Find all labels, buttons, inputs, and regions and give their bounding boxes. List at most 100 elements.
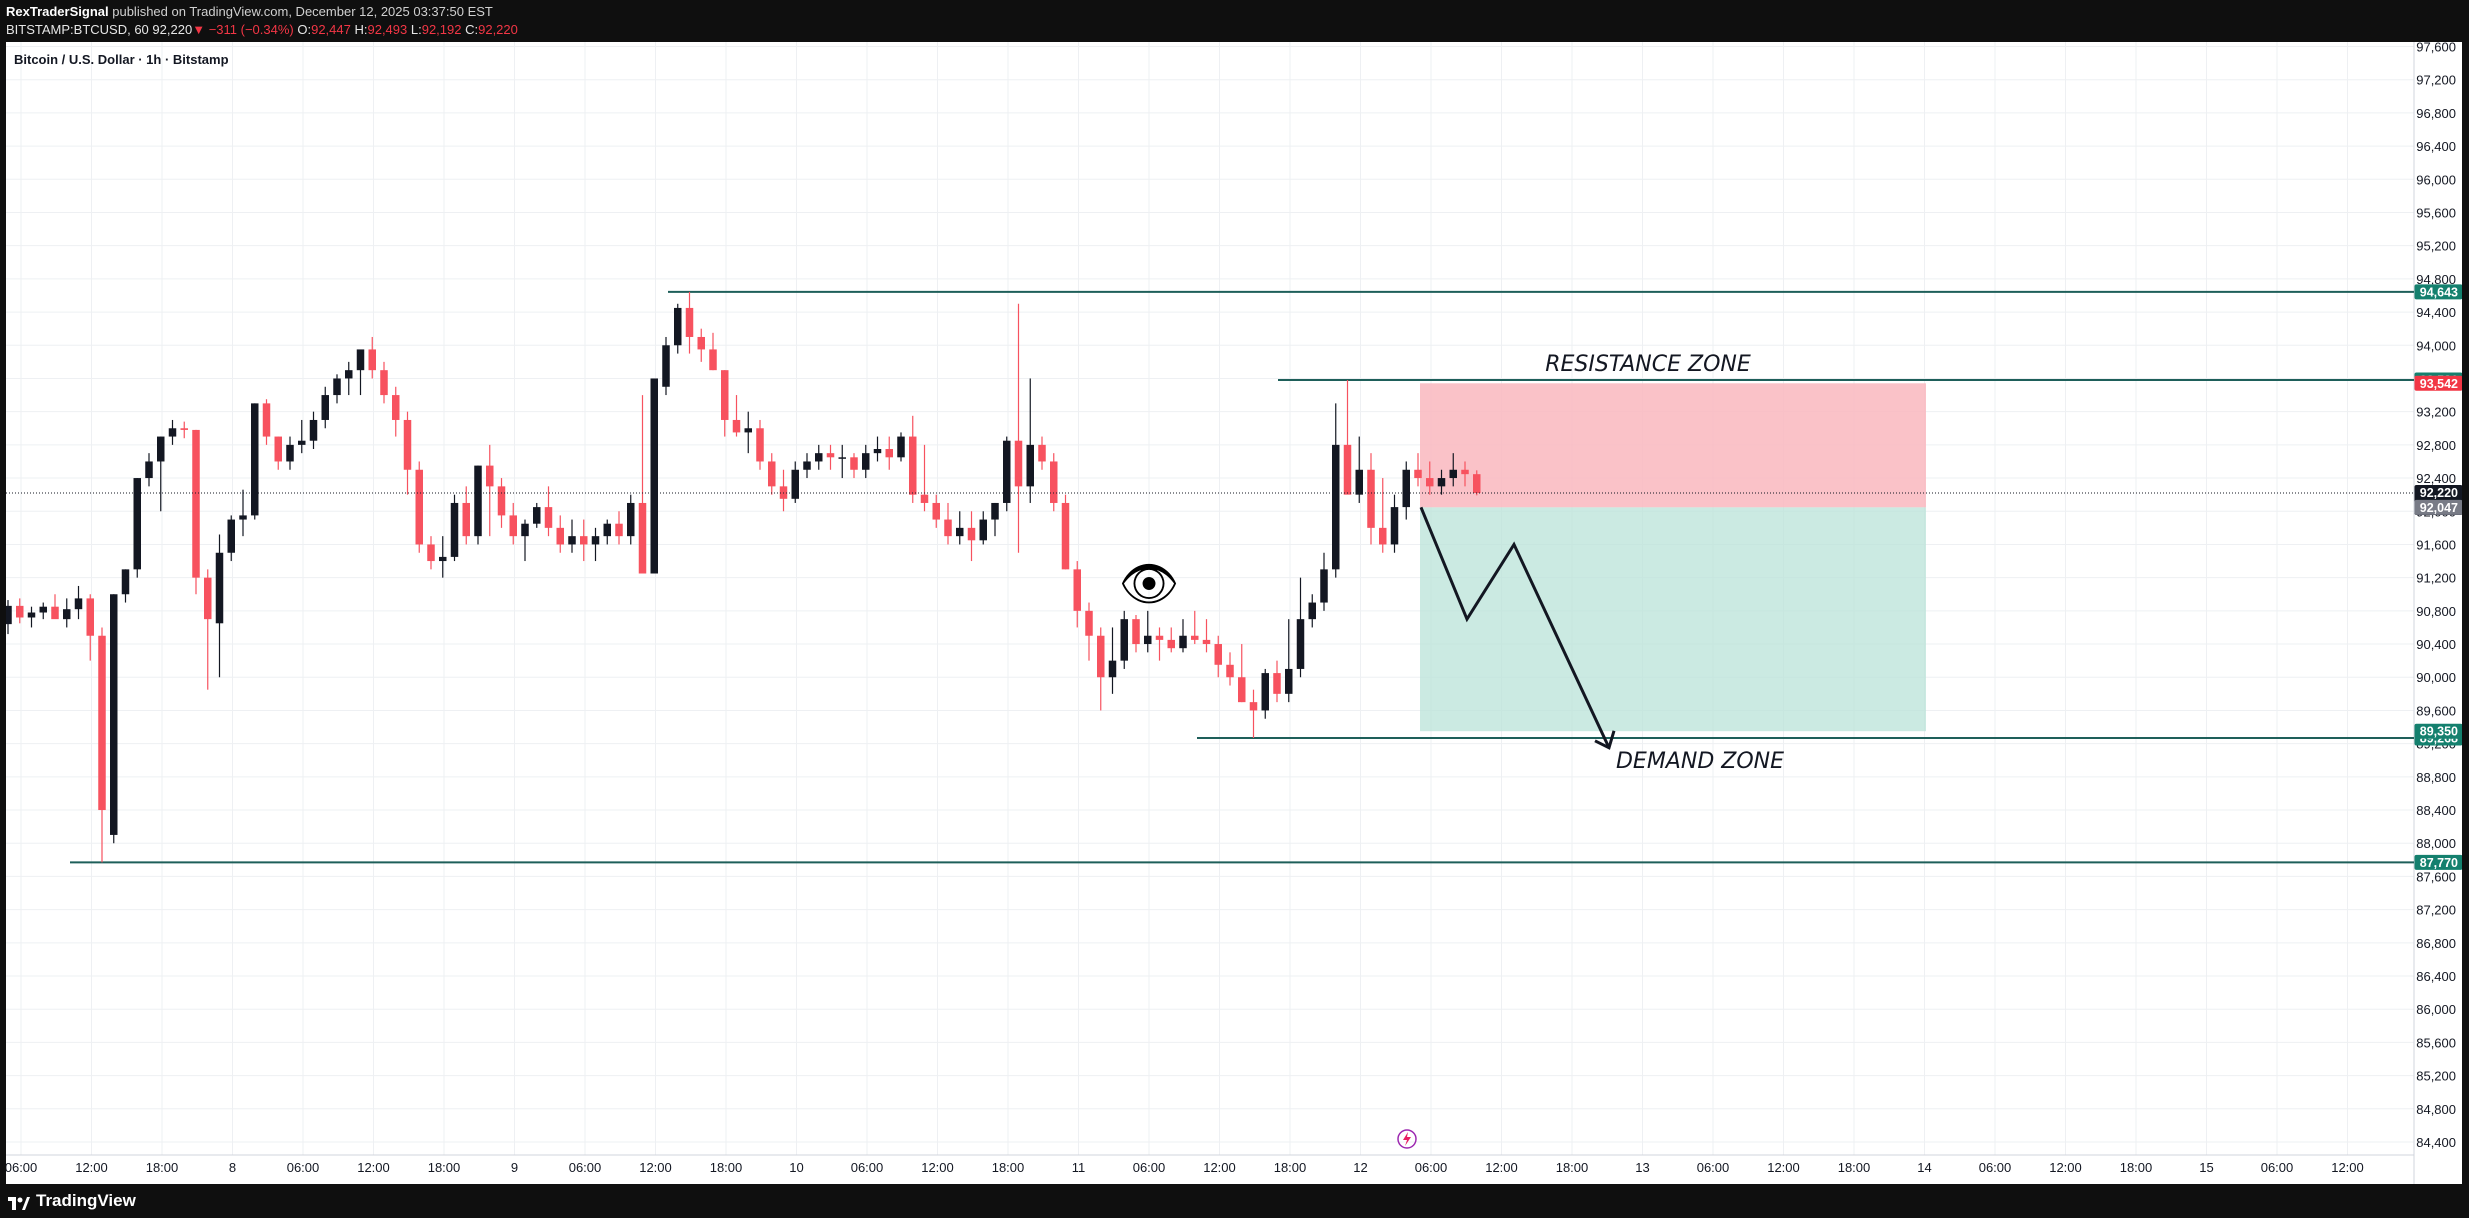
price-axis-tag <box>2414 723 2462 739</box>
candle-body <box>979 519 987 541</box>
candle-body <box>63 609 71 620</box>
candle <box>603 519 611 545</box>
chart-title: Bitcoin / U.S. Dollar · 1h · Bitstamp <box>14 52 229 67</box>
candle-body <box>1061 502 1070 570</box>
candle-body <box>133 478 141 570</box>
candle <box>674 303 682 354</box>
right-border <box>2462 42 2469 1184</box>
left-border <box>0 42 6 1184</box>
candle <box>1332 403 1340 578</box>
candle-body <box>427 544 435 562</box>
tradingview-logo[interactable]: TradingView <box>8 1191 136 1211</box>
candle-body <box>392 395 400 420</box>
candle <box>262 399 271 445</box>
candle <box>392 386 400 437</box>
candle-body <box>1202 639 1211 645</box>
x-tick-label: 12:00 <box>1485 1160 1518 1175</box>
candle <box>897 432 905 462</box>
candle-body <box>697 336 705 350</box>
candle <box>1390 494 1399 553</box>
x-tick-label: 12:00 <box>639 1160 672 1175</box>
candle <box>227 515 235 562</box>
candle <box>462 486 470 545</box>
candle-body <box>274 436 282 462</box>
y-tick-label: 87,200 <box>2416 903 2456 918</box>
candle-body <box>98 635 106 811</box>
candle <box>1249 689 1258 738</box>
candle-body <box>544 507 553 528</box>
candle <box>1097 627 1105 711</box>
candle-body <box>309 419 318 441</box>
candle <box>556 515 564 553</box>
candle <box>909 415 917 503</box>
candle <box>51 594 59 620</box>
candle <box>239 489 247 537</box>
candle <box>991 502 999 537</box>
candle-body <box>1437 478 1446 487</box>
candle <box>650 378 658 574</box>
candle <box>1238 644 1246 703</box>
candle-body <box>1367 469 1375 528</box>
candle <box>1144 610 1152 653</box>
candle <box>1167 627 1175 653</box>
candle <box>662 336 670 396</box>
candle <box>1261 668 1269 719</box>
candle-body <box>251 403 259 516</box>
candle <box>439 536 447 578</box>
y-tick-label: 92,400 <box>2416 471 2456 486</box>
candle-body <box>486 465 494 487</box>
lightning-bolt-icon[interactable] <box>1396 1128 1418 1150</box>
candle <box>1191 610 1199 645</box>
x-tick-label: 18:00 <box>1838 1160 1871 1175</box>
candle-body <box>556 527 564 545</box>
close-value: 92,220 <box>478 22 518 37</box>
resistance-zone-label: RESISTANCE ZONE <box>1545 352 1751 377</box>
candle <box>744 411 752 454</box>
candle <box>286 436 294 470</box>
candle-body <box>1179 635 1187 649</box>
y-tick-label: 96,800 <box>2416 106 2456 121</box>
candle-body <box>967 527 976 541</box>
demand-zone-box <box>1420 507 1926 732</box>
candle <box>791 461 799 503</box>
candle-body <box>180 428 188 430</box>
candle-body <box>1144 635 1152 645</box>
demand-zone-label: DEMAND ZONE <box>1616 749 1784 774</box>
candle-body <box>580 536 588 545</box>
candle-body <box>991 502 999 520</box>
candle <box>1061 494 1070 570</box>
candle <box>1296 577 1305 678</box>
x-tick-label: 12:00 <box>2049 1160 2082 1175</box>
candle-body <box>1155 635 1164 640</box>
candle-body <box>1296 619 1305 669</box>
candle-body <box>932 502 940 520</box>
open-label: O: <box>297 22 312 37</box>
candle-body <box>850 457 858 470</box>
candle-body <box>627 502 635 537</box>
y-tick-label: 84,400 <box>2416 1135 2456 1150</box>
candle-body <box>1014 440 1023 487</box>
candle <box>979 511 987 545</box>
price-axis-tag <box>2414 375 2462 391</box>
candle-body <box>509 515 517 537</box>
candle <box>803 453 811 479</box>
candle <box>1379 478 1387 553</box>
projection-arrowhead <box>1594 730 1616 750</box>
price-axis-tag-label: 92,047 <box>2420 501 2458 515</box>
candle-body <box>227 519 235 553</box>
candle <box>204 569 212 690</box>
y-tick-label: 87,600 <box>2416 869 2456 884</box>
author-name[interactable]: RexTraderSignal <box>6 4 109 19</box>
y-tick-label: 90,400 <box>2416 637 2456 652</box>
y-tick-label: 86,000 <box>2416 1002 2456 1017</box>
price-chart[interactable]: 97,600 97,200 96,800 96,400 96,000 95,600 95,2… <box>6 42 2462 1184</box>
candle-body <box>74 598 83 610</box>
candle <box>885 436 893 470</box>
candle <box>450 494 459 562</box>
x-tick-label: 13 <box>1635 1160 1649 1175</box>
candle-body <box>204 577 212 620</box>
y-tick-label: 88,000 <box>2416 836 2456 851</box>
resistance-zone-box <box>1420 383 1926 508</box>
candle <box>709 332 717 371</box>
tradingview-logo-icon <box>8 1195 30 1210</box>
